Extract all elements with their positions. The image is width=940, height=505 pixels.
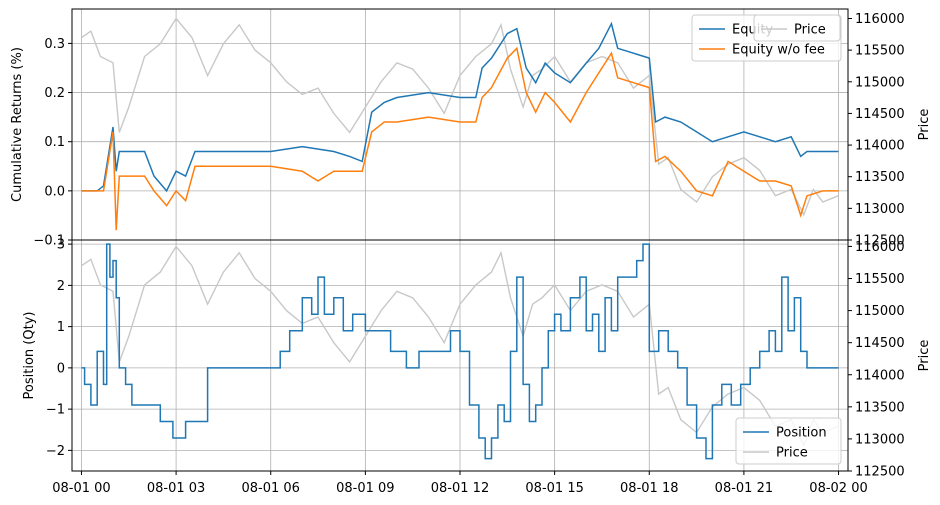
y-right-tick-label: 114000 [855,139,905,154]
y-right-tick-label: 114500 [855,107,905,122]
y-right-tick-label: 114500 [855,336,905,351]
y-tick-label: 0 [57,361,65,376]
y-right-tick-label: 113500 [855,170,905,185]
legend-price-box [753,14,841,42]
y-tick-label: −1 [46,403,65,418]
y-tick-label: 3 [57,238,65,253]
y-axis-label: Cumulative Returns (%) [10,47,25,202]
y-right-tick-label: 115000 [855,75,905,90]
y-right-tick-label: 113000 [855,202,905,217]
y-right-tick-label: 114000 [855,368,905,383]
x-tick-label: 08-02 00 [809,481,867,496]
position-series-line [81,243,839,460]
plot-area [81,17,839,231]
y-tick-label: −0.1 [33,234,65,249]
legend-position-label: Price [776,446,808,461]
legend-equity-label: Equity w/o fee [732,43,825,58]
x-tick-label: 08-01 15 [525,481,583,496]
x-tick-label: 08-01 21 [715,481,773,496]
legend-price-label: Price [794,23,826,38]
y-right-tick-label: 112500 [855,234,905,249]
y-right-tick-label: 115000 [855,304,905,319]
x-tick-label: 08-01 18 [620,481,678,496]
y-right-tick-label: 112500 [855,465,905,480]
y-tick-label: 0.2 [44,86,65,101]
x-tick-label: 08-01 06 [242,481,300,496]
plot-area [81,243,839,460]
price-series-line [81,17,839,217]
y-right-tick-label: 116000 [855,240,905,255]
y-tick-label: 0.1 [44,135,65,150]
x-tick-label: 08-01 03 [147,481,205,496]
y-right-tick-label: 115500 [855,44,905,59]
y-tick-label: 0.0 [44,184,65,199]
x-tick-label: 08-01 09 [336,481,394,496]
equity-wo-fee-series-line [81,46,839,231]
equity-series-line [81,21,839,193]
legend-position-label: Position [776,426,827,441]
y-tick-label: −2 [46,444,65,459]
y-right-tick-label: 113000 [855,432,905,447]
y-right-axis-label: Price [917,109,932,141]
y-right-tick-label: 116000 [855,12,905,27]
y-right-axis-label: Price [917,340,932,372]
y-tick-label: 1 [57,320,65,335]
y-right-tick-label: 115500 [855,272,905,287]
x-tick-label: 08-01 00 [52,481,110,496]
y-right-tick-label: 113500 [855,400,905,415]
y-axis-label: Position (Qty) [22,312,37,400]
y-tick-label: 0.3 [44,37,65,52]
bottom-panel-position: −2 −1 0 1 2 3 112500 113000 113500 114000 114500 11… [22,238,932,496]
y-tick-label: 2 [57,279,65,294]
x-tick-label: 08-01 12 [431,481,489,496]
